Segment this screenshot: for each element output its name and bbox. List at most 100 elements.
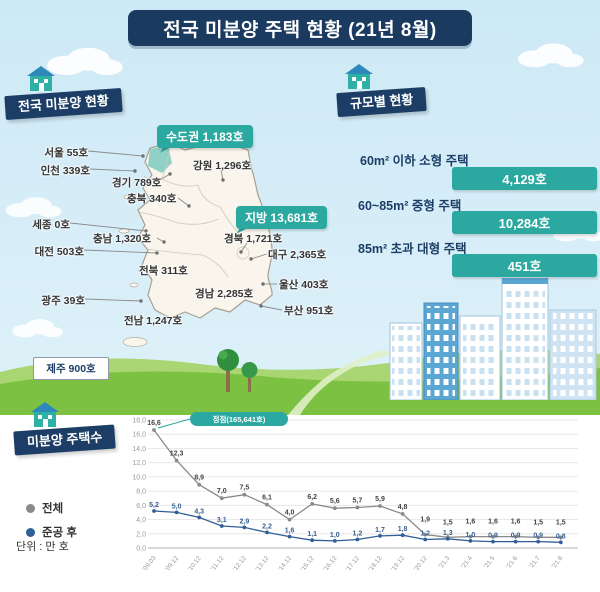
region-label-sejong: 세종 0호 [32, 219, 70, 231]
legend-dot-total [26, 503, 35, 513]
svg-text:정점(165,641호): 정점(165,641호) [213, 414, 266, 424]
size-row-label: 60~85m² 중형 주택 [358, 199, 462, 213]
svg-text:4,0: 4,0 [285, 510, 295, 517]
unsold-chart: 0,0 2,0 4,0 6,0 8,0 10,0 12,0 14,0 16,0 18,0 '09.0… [132, 412, 578, 573]
svg-text:'18.12: '18.12 [367, 555, 383, 573]
svg-text:'10.12: '10.12 [187, 555, 203, 573]
region-label-gwangju: 광주 39호 [41, 295, 85, 307]
svg-text:'09.03: '09.03 [141, 555, 157, 573]
region-label-jeonnam: 전남 1,247호 [124, 315, 183, 327]
svg-text:4,0: 4,0 [136, 517, 146, 524]
svg-text:0,8: 0,8 [556, 533, 566, 540]
svg-text:1,5: 1,5 [443, 519, 453, 526]
svg-text:1,5: 1,5 [556, 519, 566, 526]
svg-text:0,9: 0,9 [533, 533, 543, 540]
svg-text:7,0: 7,0 [217, 488, 227, 495]
region-label-gyeonggi: 경기 789호 [112, 177, 162, 189]
svg-text:1,6: 1,6 [285, 528, 295, 535]
svg-text:'21.5: '21.5 [483, 555, 497, 570]
region-label-chungnam: 충남 1,320호 [93, 233, 152, 245]
svg-text:0,9: 0,9 [488, 533, 498, 540]
svg-text:1,6: 1,6 [466, 519, 476, 526]
legend-item-total: 전체 [26, 500, 77, 516]
svg-text:'16.12: '16.12 [322, 555, 338, 573]
jeju-island [122, 337, 148, 347]
svg-text:5,0: 5,0 [172, 503, 182, 510]
regional-badge: 지방 13,681호 [236, 206, 328, 229]
chart-legend: 전체 준공 후 [26, 500, 77, 540]
svg-text:6,2: 6,2 [307, 494, 317, 501]
svg-text:1,6: 1,6 [488, 519, 498, 526]
legend-label-after-completion: 준공 후 [42, 527, 77, 539]
legend-item-after-completion: 준공 후 [26, 524, 77, 540]
svg-text:'12.12: '12.12 [232, 555, 248, 573]
capital-badge: 수도권 1,183호 [157, 125, 253, 148]
svg-text:0,0: 0,0 [136, 546, 146, 553]
region-label-daegu: 대구 2,365호 [268, 249, 327, 261]
region-label-seoul: 서울 55호 [44, 147, 88, 159]
svg-text:'21.7: '21.7 [528, 555, 542, 570]
svg-text:16,6: 16,6 [147, 420, 161, 427]
svg-text:12,3: 12,3 [170, 451, 184, 458]
svg-text:2,0: 2,0 [136, 531, 146, 538]
tree-icon [217, 349, 239, 392]
svg-text:4,3: 4,3 [194, 508, 204, 515]
svg-text:'21.3: '21.3 [437, 555, 451, 570]
region-label-jeonbuk: 전북 311호 [139, 265, 188, 277]
svg-text:1,8: 1,8 [398, 526, 408, 533]
svg-text:'17.12: '17.12 [345, 555, 361, 573]
svg-text:12,0: 12,0 [132, 460, 146, 467]
svg-text:2,2: 2,2 [262, 523, 272, 530]
svg-text:'20.12: '20.12 [413, 555, 429, 573]
svg-text:10,0: 10,0 [132, 474, 146, 481]
region-label-incheon: 인천 339호 [40, 165, 90, 177]
region-label-gyeongnam: 경남 2,285호 [195, 288, 254, 300]
svg-text:5,2: 5,2 [149, 502, 159, 509]
svg-text:'19.12: '19.12 [390, 555, 406, 573]
svg-text:'14.12: '14.12 [277, 555, 293, 573]
svg-text:1,1: 1,1 [307, 531, 317, 538]
svg-text:1,2: 1,2 [353, 531, 363, 538]
korea-map [118, 141, 273, 347]
svg-text:4,8: 4,8 [398, 504, 408, 511]
legend-label-total: 전체 [42, 503, 64, 515]
svg-text:'21.6: '21.6 [505, 555, 519, 570]
svg-text:1,7: 1,7 [375, 527, 385, 534]
svg-text:8,0: 8,0 [136, 489, 146, 496]
region-label-gyeongbuk: 경북 1,721호 [224, 233, 283, 245]
size-row-bar: 451호 [452, 254, 597, 277]
size-row-label: 85m² 초과 대형 주택 [358, 242, 467, 256]
cloud [46, 47, 123, 76]
page-title: 전국 미분양 주택 현황 (21년 8월) [128, 10, 472, 46]
svg-text:18,0: 18,0 [132, 418, 146, 425]
svg-text:6,0: 6,0 [136, 503, 146, 510]
legend-dot-after-completion [26, 527, 35, 537]
region-label-gangwon: 강원 1,296호 [193, 160, 252, 172]
svg-text:'21.8: '21.8 [550, 555, 564, 570]
house-icon [31, 402, 59, 427]
svg-text:8,9: 8,9 [194, 475, 204, 482]
svg-text:6,1: 6,1 [262, 495, 272, 502]
svg-text:5,6: 5,6 [330, 498, 340, 505]
svg-text:'15.12: '15.12 [300, 555, 316, 573]
tree-icon [241, 362, 258, 392]
svg-text:1,0: 1,0 [466, 532, 476, 539]
house-icon [27, 66, 55, 91]
svg-text:0,9: 0,9 [511, 533, 521, 540]
size-row-label: 60m² 이하 소형 주택 [360, 154, 469, 168]
svg-text:14,0: 14,0 [132, 446, 146, 453]
cloud [12, 319, 63, 338]
svg-text:2,9: 2,9 [240, 518, 250, 525]
section-ribbon-chart: 미분양 주택수 [13, 424, 117, 456]
region-label-daejeon: 대전 503호 [34, 246, 84, 258]
svg-text:1,0: 1,0 [330, 532, 340, 539]
size-row-bar: 4,129호 [452, 167, 597, 190]
svg-text:'13.12: '13.12 [254, 555, 270, 573]
svg-text:3,1: 3,1 [217, 517, 227, 524]
svg-text:'21.4: '21.4 [460, 555, 474, 570]
svg-text:5,7: 5,7 [353, 498, 363, 505]
svg-text:1,3: 1,3 [443, 530, 453, 537]
svg-text:16,0: 16,0 [132, 432, 146, 439]
buildings-illustration [389, 278, 597, 400]
